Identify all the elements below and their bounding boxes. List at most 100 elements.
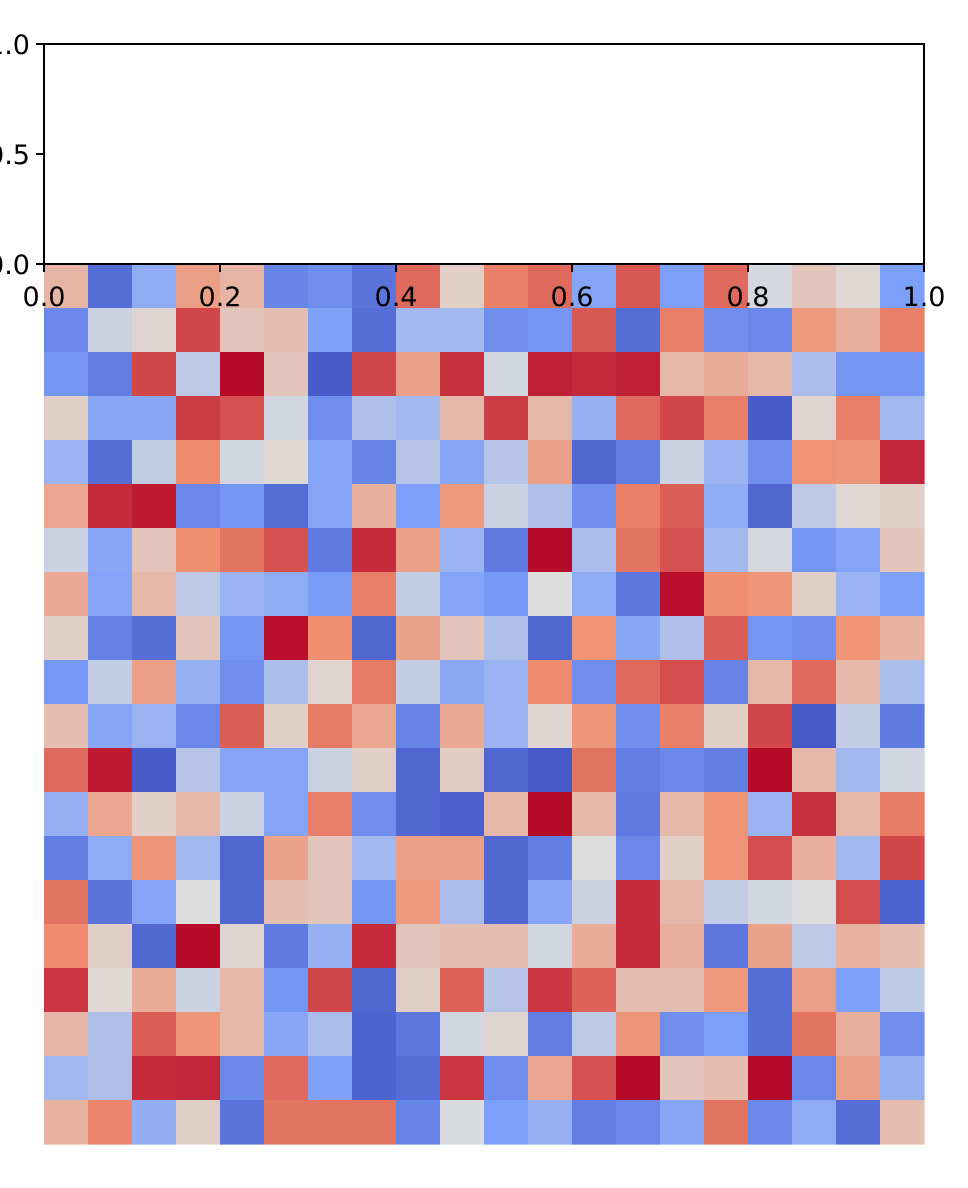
heatmap-cell [264,308,309,353]
y-tick-label: 1.0 [0,30,30,61]
heatmap-cell [792,308,837,353]
heatmap-cell [528,792,573,837]
heatmap-cell [264,264,309,309]
heatmap-cell [132,396,177,441]
heatmap-cell [44,572,89,617]
heatmap-cell [132,1100,177,1145]
heatmap-cell [308,968,353,1013]
heatmap-cell [308,440,353,485]
heatmap-cell [176,264,221,309]
heatmap-cell [396,660,441,705]
heatmap-cell [748,440,793,485]
heatmap-cell [528,1012,573,1057]
heatmap-cell [792,748,837,793]
heatmap-cell [264,748,309,793]
heatmap-cell [616,880,661,925]
heatmap-cell [396,484,441,529]
heatmap-cell [836,616,881,661]
heatmap-cell [880,572,925,617]
heatmap-cell [352,968,397,1013]
heatmap-cell [616,484,661,529]
heatmap-cell [748,616,793,661]
heatmap-cell [88,880,133,925]
heatmap-cell [132,660,177,705]
heatmap-cell [572,1056,617,1101]
heatmap-cell [264,704,309,749]
heatmap-cell [396,572,441,617]
heatmap-cell [748,396,793,441]
heatmap-cell [880,924,925,969]
heatmap-cell [572,924,617,969]
heatmap-cell [792,1100,837,1145]
heatmap-cell [264,836,309,881]
heatmap-cell [396,440,441,485]
heatmap-cell [484,440,529,485]
heatmap-cell [220,396,265,441]
heatmap-cell [484,1100,529,1145]
heatmap-cell [660,308,705,353]
heatmap-cell [352,792,397,837]
x-tick-label: 0.4 [375,282,418,313]
heatmap-cell [88,968,133,1013]
heatmap-cell [748,352,793,397]
heatmap-cell [88,1056,133,1101]
heatmap-cell [528,836,573,881]
heatmap-cell [396,880,441,925]
heatmap-cell [836,748,881,793]
heatmap-cell [484,748,529,793]
heatmap-cell [528,704,573,749]
heatmap-cell [220,924,265,969]
heatmap-cell [572,792,617,837]
y-tick-label: 0.5 [0,140,30,171]
heatmap-cell [44,880,89,925]
heatmap-cell [704,1056,749,1101]
heatmap-cell [880,880,925,925]
x-axis-ticks: 0.0 0.2 0.4 0.6 0.8 1.0 [23,264,945,313]
heatmap-cell [88,704,133,749]
heatmap-cell [88,616,133,661]
heatmap-cell [308,924,353,969]
heatmap-cell [836,924,881,969]
heatmap-cell [880,396,925,441]
heatmap-cell [528,968,573,1013]
heatmap-cell [572,572,617,617]
heatmap-cell [880,704,925,749]
heatmap-cell [220,836,265,881]
heatmap-cell [440,1012,485,1057]
heatmap-cell [220,1012,265,1057]
heatmap-cell [484,308,529,353]
heatmap-cell [528,1056,573,1101]
heatmap-cell [44,704,89,749]
y-axis-ticks: 0.0 0.5 1.0 [0,30,44,281]
heatmap-cell [88,1012,133,1057]
heatmap-cell [132,484,177,529]
heatmap-cell [572,352,617,397]
heatmap-cell [440,880,485,925]
heatmap-cell [88,396,133,441]
heatmap-cell [220,572,265,617]
heatmap-cell [704,352,749,397]
heatmap-cell [616,616,661,661]
heatmap-cell [880,748,925,793]
heatmap-cell [44,396,89,441]
heatmap-cell [88,528,133,573]
heatmap-cell [792,836,837,881]
heatmap-cell [44,352,89,397]
heatmap-cell [264,924,309,969]
top-axes: 0.0 0.2 0.4 0.6 0.8 1.0 0.0 0.5 1.0 [0,30,945,313]
heatmap-cell [176,836,221,881]
heatmap-cell [880,528,925,573]
heatmap-cell [572,528,617,573]
heatmap-cell [264,660,309,705]
heatmap-cell [88,924,133,969]
heatmap-cell [484,616,529,661]
heatmap-cell [396,396,441,441]
heatmap-cell [704,1012,749,1057]
heatmap-cell [44,484,89,529]
heatmap-cell [440,528,485,573]
heatmap-cell [220,748,265,793]
heatmap-cell [352,880,397,925]
heatmap-cell [440,836,485,881]
heatmap-cell [176,528,221,573]
heatmap-cell [880,792,925,837]
